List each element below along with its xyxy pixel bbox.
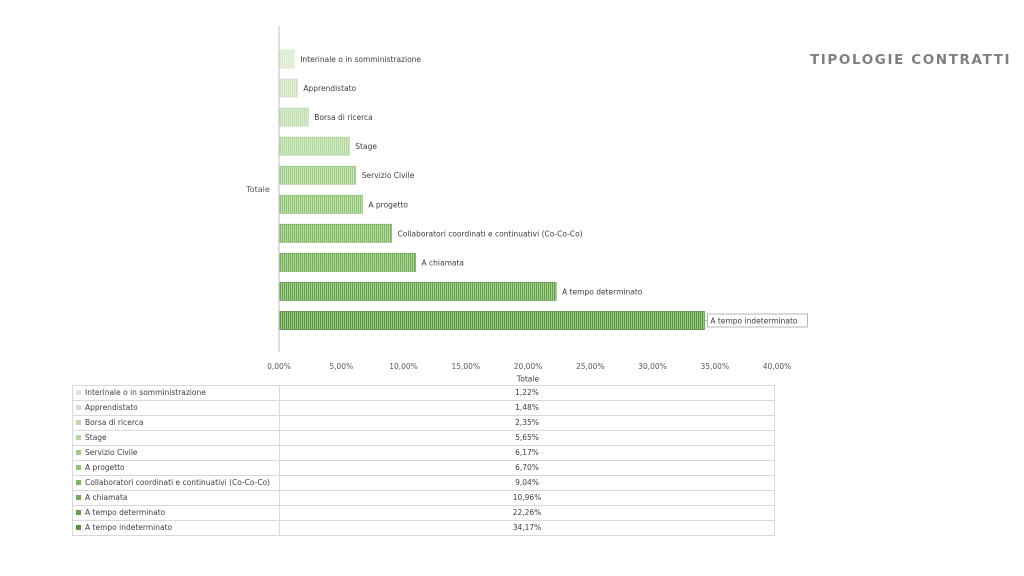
page-title: TIPOLOGIE CONTRATTI xyxy=(810,52,1012,68)
bar xyxy=(279,252,416,272)
bar xyxy=(279,136,350,156)
bar xyxy=(279,107,309,127)
bar-label: Stage xyxy=(355,142,377,151)
bar xyxy=(279,223,392,243)
table-series-cell: Apprendistato xyxy=(72,400,280,416)
table-row: Borsa di ricerca 2,35% xyxy=(72,415,775,431)
bar-label: Apprendistato xyxy=(303,84,356,93)
bar xyxy=(279,78,298,98)
table-value-cell: 9,04% xyxy=(279,475,775,491)
bar-label: Interinale o in somministrazione xyxy=(300,55,421,64)
table-series-name: Apprendistato xyxy=(85,403,138,412)
table-row: Interinale o in somministrazione 1,22% xyxy=(72,385,775,401)
bar-label: Borsa di ricerca xyxy=(314,113,372,122)
value-axis-label: Totale xyxy=(516,375,540,384)
table-series-name: A chiamata xyxy=(85,493,128,502)
bar-label: Servizio Civile xyxy=(362,171,415,180)
legend-swatch xyxy=(76,419,81,425)
legend-swatch xyxy=(76,509,81,515)
legend-swatch xyxy=(76,464,81,470)
table-row: Servizio Civile 6,17% xyxy=(72,445,775,461)
table-series-name: Collaboratori coordinati e continuativi … xyxy=(85,478,271,487)
table-series-cell: Servizio Civile xyxy=(72,445,280,461)
table-series-name: Interinale o in somministrazione xyxy=(85,388,206,397)
bar-label: A tempo indeterminato xyxy=(710,317,798,326)
legend-swatch xyxy=(76,389,81,395)
table-row: A tempo determinato 22,26% xyxy=(72,505,775,521)
table-series-name: Servizio Civile xyxy=(85,448,138,457)
x-tick-label: 10,00% xyxy=(389,362,418,371)
legend-swatch xyxy=(76,494,81,500)
table-series-cell: Interinale o in somministrazione xyxy=(72,385,280,401)
bar xyxy=(279,49,295,69)
table-row: Collaboratori coordinati e continuativi … xyxy=(72,475,775,491)
bar-label: A chiamata xyxy=(422,258,465,267)
x-tick-label: 30,00% xyxy=(638,362,667,371)
table-series-name: Borsa di ricerca xyxy=(85,418,144,427)
table-value-cell: 6,17% xyxy=(279,445,775,461)
table-series-cell: A progetto xyxy=(72,460,280,476)
x-tick-label: 40,00% xyxy=(763,362,792,371)
table-row: A progetto 6,70% xyxy=(72,460,775,476)
table-row: A chiamata 10,96% xyxy=(72,490,775,506)
bar-chart: Totale Interinale o in somministrazione A… xyxy=(245,26,808,384)
x-tick-label: 15,00% xyxy=(451,362,480,371)
table-series-cell: Borsa di ricerca xyxy=(72,415,280,431)
x-tick-label: 0,00% xyxy=(267,362,291,371)
table-series-name: A tempo indeterminato xyxy=(85,523,173,532)
legend-swatch xyxy=(76,524,81,530)
table-series-cell: A chiamata xyxy=(72,490,280,506)
table-series-cell: Collaboratori coordinati e continuativi … xyxy=(72,475,280,491)
bar xyxy=(279,281,557,301)
table-series-name: A progetto xyxy=(85,463,125,472)
x-tick-label: 20,00% xyxy=(514,362,543,371)
table-row: Apprendistato 1,48% xyxy=(72,400,775,416)
table-value-cell: 1,48% xyxy=(279,400,775,416)
table-row: Stage 5,65% xyxy=(72,430,775,446)
x-tick-label: 35,00% xyxy=(700,362,729,371)
category-axis-label: Totale xyxy=(245,185,270,194)
table-series-name: A tempo determinato xyxy=(85,508,166,517)
table-series-cell: A tempo determinato xyxy=(72,505,280,521)
table-series-cell: A tempo indeterminato xyxy=(72,520,280,536)
table-value-cell: 34,17% xyxy=(279,520,775,536)
bar-label: Collaboratori coordinati e continuativi … xyxy=(398,229,583,238)
bar xyxy=(279,165,357,185)
legend-swatch xyxy=(76,479,81,485)
legend-swatch xyxy=(76,449,81,455)
legend-swatch xyxy=(76,404,81,410)
table-series-cell: Stage xyxy=(72,430,280,446)
table-series-name: Stage xyxy=(85,433,107,442)
table-value-cell: 22,26% xyxy=(279,505,775,521)
bar-label: A tempo determinato xyxy=(562,287,643,296)
bar-label: A progetto xyxy=(368,200,408,209)
legend-swatch xyxy=(76,434,81,440)
bar xyxy=(279,194,363,214)
table-value-cell: 5,65% xyxy=(279,430,775,446)
x-tick-label: 5,00% xyxy=(329,362,353,371)
table-row: A tempo indeterminato 34,17% xyxy=(72,520,775,536)
x-tick-label: 25,00% xyxy=(576,362,605,371)
table-value-cell: 6,70% xyxy=(279,460,775,476)
table-value-cell: 1,22% xyxy=(279,385,775,401)
table-value-cell: 10,96% xyxy=(279,490,775,506)
bar xyxy=(279,311,705,330)
data-table: Interinale o in somministrazione 1,22% App… xyxy=(72,385,775,536)
table-value-cell: 2,35% xyxy=(279,415,775,431)
